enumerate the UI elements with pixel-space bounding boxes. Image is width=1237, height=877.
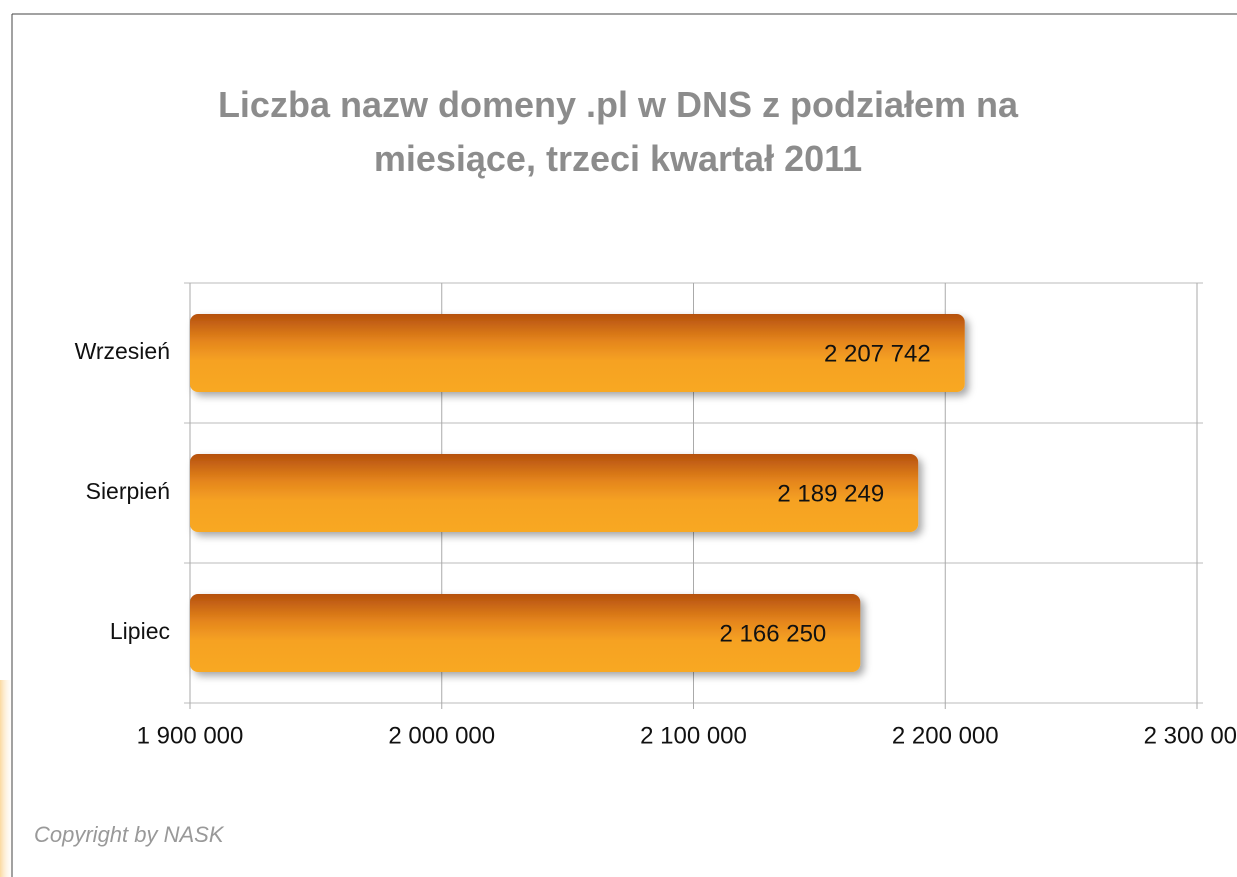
x-tick-label: 2 000 000 — [388, 722, 495, 749]
chart-title: Liczba nazw domeny .pl w DNS z podziałem… — [217, 84, 1019, 179]
y-tick-label: Wrzesień — [75, 338, 170, 364]
edge-glow — [0, 680, 14, 877]
value-label: 2 166 250 — [720, 620, 827, 647]
copyright: Copyright by NASK — [34, 822, 224, 847]
y-tick-label: Sierpień — [86, 478, 170, 504]
x-tick-label: 2 200 000 — [892, 722, 999, 749]
value-label: 2 189 249 — [777, 480, 884, 507]
x-tick-label: 2 100 000 — [640, 722, 747, 749]
plot-area: 1 900 000 2 000 000 2 100 000 2 200 000 2 30… — [75, 282, 1237, 749]
bar — [190, 314, 965, 392]
bar — [190, 454, 919, 532]
value-label: 2 207 742 — [824, 340, 931, 367]
y-tick-label: Lipiec — [110, 618, 170, 644]
bar — [190, 594, 861, 672]
x-tick-label: 2 300 000 — [1144, 722, 1237, 749]
x-tick-label: 1 900 000 — [137, 722, 244, 749]
